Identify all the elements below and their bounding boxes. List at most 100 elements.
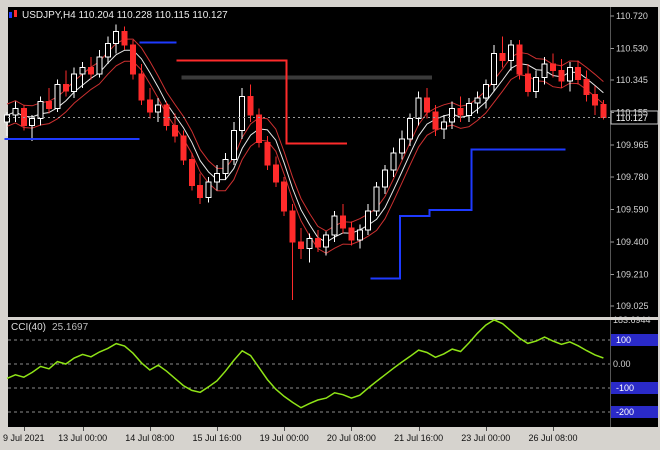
candle-body (583, 78, 590, 96)
candle (407, 113, 414, 146)
step-lines-layer (4, 41, 566, 280)
time-axis-label: 15 Jul 16:00 (192, 433, 242, 443)
candle-body (407, 118, 414, 140)
cci-scale[interactable]: 183.6944 100 0.00 -100 -200 (611, 315, 658, 418)
candle (71, 67, 78, 99)
candle-body (239, 95, 246, 132)
candle (566, 62, 573, 92)
candle-body (533, 77, 540, 92)
candle (348, 221, 355, 246)
candle (239, 87, 246, 140)
cci-name: CCI(40) (11, 322, 47, 333)
candle (541, 57, 548, 85)
chart-backgrounds (8, 7, 658, 427)
candle (323, 231, 330, 256)
candle (37, 96, 44, 126)
candle-body (457, 107, 464, 116)
candle-body (415, 97, 422, 120)
candle-body (314, 237, 321, 248)
candle-body (96, 56, 103, 75)
candle (46, 87, 52, 114)
candle-body (71, 73, 78, 92)
candle (121, 26, 128, 51)
candle-body (180, 135, 187, 161)
candle-body (256, 114, 262, 144)
candle (138, 63, 145, 105)
candle (205, 176, 212, 203)
candle-body (382, 169, 388, 188)
candle (130, 40, 136, 80)
candle-body (214, 172, 220, 183)
candle-body (482, 83, 489, 99)
candle (54, 79, 61, 112)
cci-current-value: 25.1697 (52, 322, 89, 333)
candle-body (205, 181, 212, 198)
candle (155, 98, 162, 123)
candle (306, 233, 313, 263)
chart-title: USDJPY,H4 110.204 110.228 110.115 110.12… (8, 9, 228, 22)
candle (382, 164, 388, 194)
candle-body (197, 184, 204, 198)
cci-panel-plot[interactable] (8, 320, 658, 427)
candle (29, 115, 36, 141)
candle-body (163, 104, 170, 126)
candle-body (289, 210, 296, 243)
main-chart-plot[interactable] (8, 7, 658, 317)
time-tick (149, 427, 151, 431)
candle-body (298, 241, 304, 250)
time-axis-label: 14 Jul 08:00 (125, 433, 175, 443)
candle (373, 182, 380, 217)
candle (104, 36, 111, 64)
candle-body (558, 70, 565, 82)
candle-body (592, 94, 598, 106)
candle-body (390, 152, 397, 171)
candle (256, 108, 262, 148)
price-tick-label: 109.590 (616, 204, 649, 214)
candle-body (155, 104, 162, 113)
candle-body (550, 63, 556, 72)
candle (113, 24, 120, 54)
candle-body (541, 63, 548, 79)
time-tick (82, 427, 84, 431)
candle (4, 111, 10, 136)
candle-body (348, 227, 355, 241)
candle (163, 101, 170, 131)
candle-body (524, 73, 531, 92)
candle-body (566, 66, 573, 82)
candle-body (508, 44, 514, 61)
candle (356, 224, 363, 249)
moving-average-line (6, 49, 604, 243)
candle-body (365, 210, 372, 231)
time-axis-label: 19 Jul 00:00 (259, 433, 309, 443)
candle-body (272, 164, 279, 183)
candle (440, 115, 447, 140)
candle (583, 70, 590, 102)
candle (474, 91, 481, 114)
candle (230, 122, 237, 165)
candle (264, 135, 271, 170)
candle-body (46, 101, 52, 109)
candle (247, 84, 254, 123)
candle-body (188, 159, 195, 186)
candle-body (12, 107, 19, 116)
candle-body (281, 181, 288, 212)
price-scale[interactable]: 110.720 110.530 110.345 110.155 109.965 109.7… (610, 11, 649, 311)
candles-layer (4, 24, 607, 300)
price-tick-label: 109.780 (616, 172, 649, 182)
candle-body (575, 66, 582, 80)
candle-body (373, 186, 380, 212)
candle (449, 101, 456, 129)
time-tick (23, 427, 25, 431)
time-axis[interactable]: 9 Jul 2021 13 Jul 00:00 14 Jul 08:00 15 Jul… (0, 427, 660, 450)
cci-indicator-label: CCI(40) 25.1697 (11, 322, 88, 333)
candle-body (130, 44, 136, 75)
candle (482, 79, 489, 109)
candle (214, 164, 220, 191)
candle-body (398, 138, 405, 154)
candle-body (356, 229, 363, 241)
candle (96, 50, 103, 78)
candle-body (172, 125, 178, 137)
candle (340, 204, 346, 234)
candle (88, 57, 94, 80)
